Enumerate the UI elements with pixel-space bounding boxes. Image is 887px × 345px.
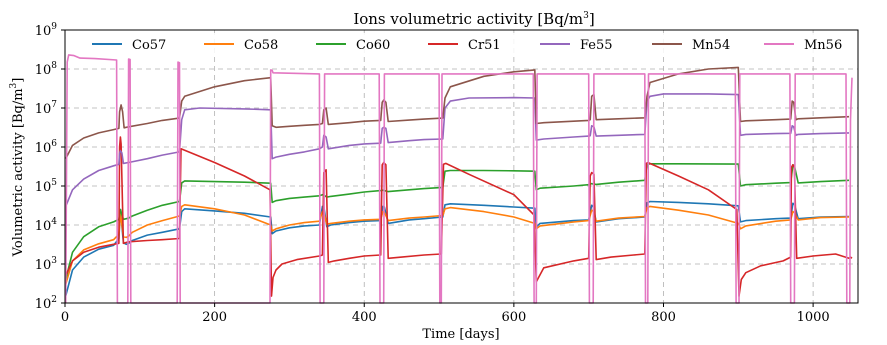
chart-title: Ions volumetric activity [Bq/m3]	[353, 10, 594, 28]
legend-box	[80, 33, 850, 53]
x-axis-ticks: 0 200 400 600 800 1000	[61, 303, 830, 325]
series-line-co57	[64, 200, 850, 297]
y-tick-label: 108	[35, 61, 58, 78]
legend-label-mn56: Mn56	[804, 38, 842, 53]
legend-label-co60: Co60	[356, 38, 390, 53]
legend-label-mn54: Mn54	[692, 38, 730, 53]
y-tick-label: 106	[35, 139, 58, 156]
series-line-mn56	[64, 54, 853, 304]
x-tick-label: 400	[352, 310, 377, 325]
legend-label-fe55: Fe55	[580, 38, 613, 53]
legend-label-co58: Co58	[244, 38, 278, 53]
series-layer	[64, 54, 853, 304]
y-tick-label: 109	[35, 22, 58, 39]
x-tick-label: 600	[501, 310, 526, 325]
x-tick-label: 0	[61, 310, 69, 325]
legend: Co57 Co58 Co60 Cr51 Fe55 Mn54 Mn56	[80, 33, 850, 53]
x-tick-label: 800	[651, 310, 676, 325]
y-axis-ticks: 102 103 104 105 106 107 108 109	[35, 22, 65, 312]
series-line-fe55	[64, 93, 850, 207]
y-tick-label: 107	[35, 100, 58, 117]
x-axis-label: Time [days]	[422, 327, 499, 342]
y-tick-label: 102	[35, 295, 57, 312]
legend-label-cr51: Cr51	[468, 38, 501, 53]
y-axis-label: Volumetric activity [Bq/m3]	[9, 78, 26, 258]
plot-frame	[64, 29, 859, 304]
x-tick-label: 200	[202, 310, 227, 325]
series-line-cr51	[64, 136, 853, 297]
y-tick-label: 103	[35, 256, 58, 273]
y-tick-label: 105	[35, 178, 58, 195]
legend-label-co57: Co57	[132, 38, 166, 53]
x-tick-label: 1000	[797, 310, 830, 325]
series-line-co58	[64, 204, 850, 285]
y-tick-label: 104	[35, 217, 58, 234]
series-line-mn54	[64, 66, 850, 160]
